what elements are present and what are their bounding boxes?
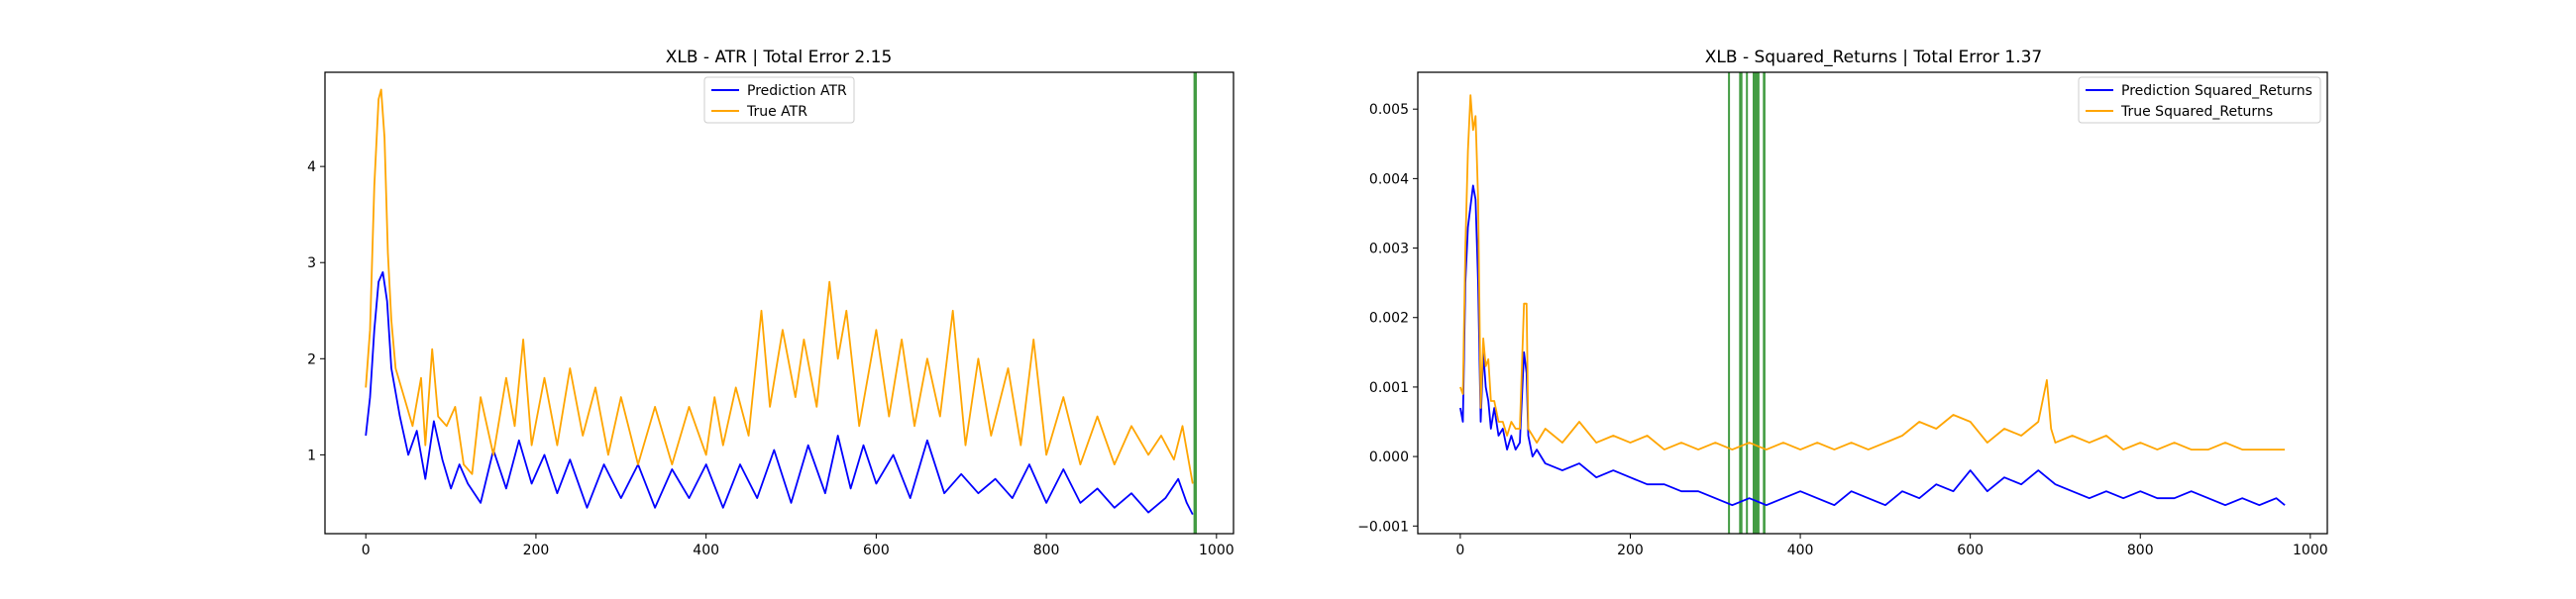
atr-chart: XLB - ATR | Total Error 2.15 0 200 400 600 8… bbox=[307, 48, 1234, 558]
squared-returns-line-prediction bbox=[1459, 184, 2286, 507]
atr-series bbox=[365, 88, 1194, 516]
squared-returns-highlight-band-3 bbox=[1753, 72, 1760, 534]
atr-y-axis: 1 2 3 4 bbox=[307, 159, 325, 463]
squared-returns-x-tick-label: 600 bbox=[1957, 543, 1984, 558]
atr-x-tick-label: 1000 bbox=[1199, 543, 1234, 558]
squared-returns-highlight-band-1 bbox=[1739, 72, 1743, 534]
atr-legend-true-label: True ATR bbox=[746, 104, 807, 120]
squared-returns-x-tick-label: 0 bbox=[1455, 543, 1464, 558]
squared-returns-chart-title: XLB - Squared_Returns | Total Error 1.37 bbox=[1705, 48, 2042, 67]
atr-x-tick-label: 800 bbox=[1033, 543, 1060, 558]
atr-legend: Prediction ATR True ATR bbox=[703, 76, 855, 124]
atr-plot-frame bbox=[324, 71, 1234, 535]
atr-x-tick-label: 600 bbox=[863, 543, 890, 558]
squared-returns-highlight-bands bbox=[1728, 72, 1766, 534]
atr-y-tick-label: 1 bbox=[307, 448, 316, 463]
squared-returns-legend-box bbox=[2078, 76, 2321, 124]
atr-highlight-band-0 bbox=[1193, 72, 1197, 534]
squared-returns-highlight-band-0 bbox=[1728, 72, 1731, 534]
atr-legend-box bbox=[703, 76, 855, 124]
squared-returns-y-axis: −0.001 0.000 0.001 0.002 0.003 0.004 0.005 bbox=[1357, 102, 1418, 535]
squared-returns-highlight-band-2 bbox=[1746, 72, 1749, 534]
squared-returns-y-tick-label: 0.005 bbox=[1369, 102, 1409, 118]
squared-returns-plot-frame bbox=[1417, 71, 2328, 535]
squared-returns-x-tick-label: 200 bbox=[1617, 543, 1644, 558]
squared-returns-y-tick-label: 0.001 bbox=[1369, 380, 1409, 396]
atr-chart-title: XLB - ATR | Total Error 2.15 bbox=[666, 48, 893, 67]
squared-returns-line-true bbox=[1459, 94, 2286, 451]
atr-x-tick-label: 0 bbox=[362, 543, 371, 558]
squared-returns-y-tick-label: −0.001 bbox=[1357, 519, 1409, 535]
squared-returns-highlight-band-4 bbox=[1763, 72, 1766, 534]
squared-returns-x-tick-label: 1000 bbox=[2293, 543, 2328, 558]
squared-returns-series bbox=[1459, 94, 2286, 507]
atr-highlight-bands bbox=[1193, 72, 1197, 534]
atr-line-true bbox=[365, 88, 1194, 484]
squared-returns-legend: Prediction Squared_Returns True Squared_… bbox=[2078, 76, 2321, 124]
atr-x-axis: 0 200 400 600 800 1000 bbox=[362, 534, 1234, 558]
squared-returns-legend-prediction-label: Prediction Squared_Returns bbox=[2121, 83, 2312, 99]
squared-returns-x-axis: 0 200 400 600 800 1000 bbox=[1455, 534, 2328, 558]
squared-returns-y-tick-label: 0.003 bbox=[1369, 242, 1409, 257]
atr-x-tick-label: 400 bbox=[693, 543, 719, 558]
atr-legend-prediction-label: Prediction ATR bbox=[747, 83, 847, 99]
atr-y-tick-label: 2 bbox=[307, 351, 316, 367]
squared-returns-chart: XLB - Squared_Returns | Total Error 1.37… bbox=[1357, 48, 2327, 558]
squared-returns-y-tick-label: 0.004 bbox=[1369, 171, 1409, 187]
atr-y-tick-label: 3 bbox=[307, 255, 316, 271]
atr-y-tick-label: 4 bbox=[307, 159, 316, 175]
squared-returns-x-tick-label: 400 bbox=[1787, 543, 1814, 558]
squared-returns-legend-true-label: True Squared_Returns bbox=[2120, 104, 2273, 120]
squared-returns-y-tick-label: 0.002 bbox=[1369, 311, 1409, 327]
atr-line-prediction bbox=[365, 270, 1194, 516]
squared-returns-x-tick-label: 800 bbox=[2127, 543, 2154, 558]
squared-returns-y-tick-label: 0.000 bbox=[1369, 449, 1409, 465]
atr-x-tick-label: 200 bbox=[523, 543, 550, 558]
